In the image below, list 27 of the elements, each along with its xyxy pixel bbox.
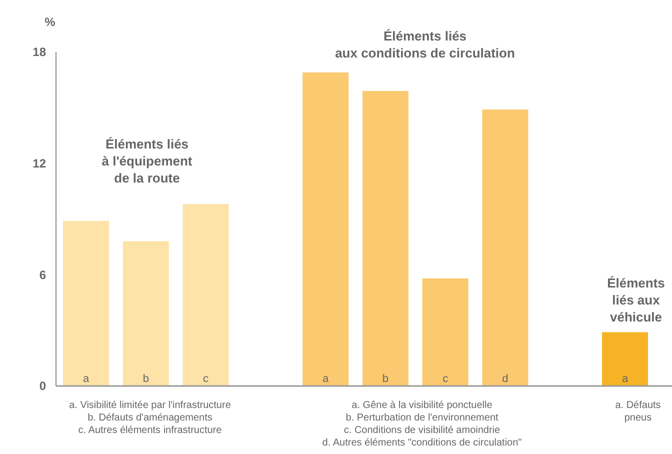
x-tick-label: c (203, 373, 210, 385)
y-tick-label: 6 (39, 268, 46, 282)
bar (482, 110, 528, 386)
x-tick-label: d (502, 373, 508, 385)
annotation: Éléments liés aux conditions de circulation (335, 28, 515, 60)
x-tick-label: c (442, 373, 449, 385)
y-tick-label: 18 (32, 45, 46, 60)
y-tick-label: 12 (32, 156, 46, 171)
bar (602, 332, 648, 386)
bar (122, 241, 169, 386)
y-tick-label: 0 (39, 379, 46, 394)
x-tick-label: a (322, 373, 330, 385)
x-tick-label: b (142, 373, 149, 385)
bar (362, 90, 408, 386)
annotation: Éléments liés aux véhicule (607, 275, 665, 324)
bar (182, 204, 229, 386)
x-tick-label: a (82, 373, 90, 385)
x-tick-label: b (382, 373, 389, 385)
text: a. Visibilité limitée par l'infrastructure b. Défauts d'aménagements c. Autres éléments infrastructure (69, 400, 232, 436)
text: a. Défauts pneus (615, 400, 661, 424)
x-tick-label: a (622, 373, 629, 385)
bar (63, 220, 109, 386)
bar (422, 278, 468, 386)
bar (302, 72, 349, 386)
text: a. Gêne à la visibilité ponctuelle b. Perturbation de l'environnement c. Conditions de visibilité amoindrie d. Autres éléments "conditions de circulation" (322, 400, 522, 448)
y-axis-title: % (44, 15, 56, 29)
annotation: Éléments liés à l'équipement de la route (102, 136, 193, 186)
